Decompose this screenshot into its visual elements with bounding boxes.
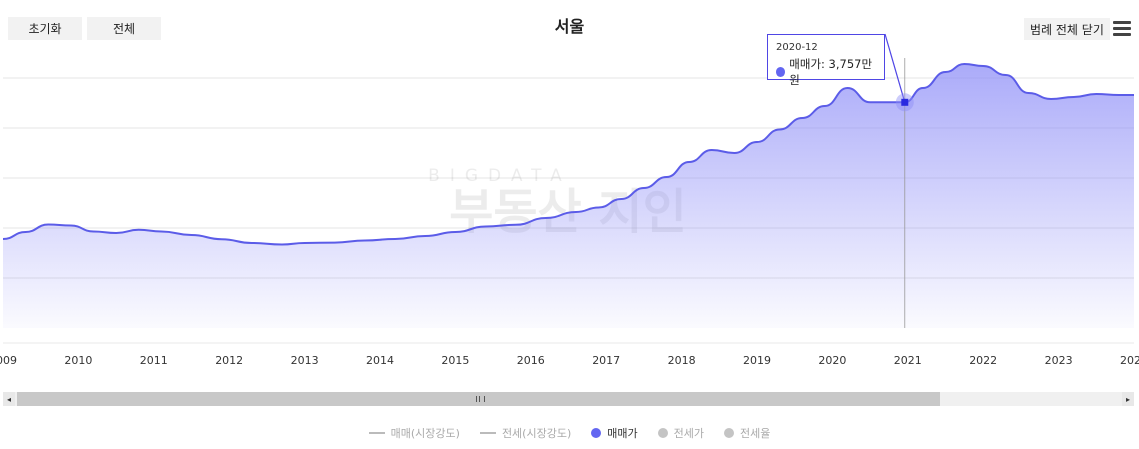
tooltip: 2020-12 매매가: 3,757만원	[767, 34, 885, 87]
series-area-fill	[3, 64, 1134, 328]
legend-dot-icon	[591, 428, 602, 438]
x-tick-label: 2020	[818, 354, 846, 367]
x-tick-label: 2024	[1120, 354, 1139, 367]
x-tick-label: 2013	[291, 354, 319, 367]
legend-close-all-button[interactable]: 범례 전체 닫기	[1024, 18, 1110, 40]
horizontal-scrollbar[interactable]: ◂ ▸	[3, 392, 1134, 406]
x-tick-label: 2021	[894, 354, 922, 367]
tooltip-series-dot-icon	[776, 67, 786, 77]
reset-button[interactable]: 초기화	[8, 17, 82, 40]
x-tick-label: 2016	[517, 354, 545, 367]
legend-item-전세시장강도[interactable]: 전세(시장강도)	[479, 425, 571, 441]
legend-dot-icon	[657, 428, 668, 438]
tooltip-value: 매매가: 3,757만원	[789, 57, 873, 87]
legend-item-매매가[interactable]: 매매가	[591, 425, 638, 441]
x-axis-ticks: 2009 2010 2011 2012 2013 2014 2015 2016 2017 2018…	[0, 354, 1139, 367]
x-tick-label: 2015	[441, 354, 469, 367]
x-tick-label: 2023	[1045, 354, 1073, 367]
series-line-매매가	[2, 62, 1135, 246]
tooltip-date: 2020-12	[776, 42, 818, 53]
all-period-button[interactable]: 전체	[87, 17, 161, 40]
legend-line-icon	[479, 432, 496, 434]
scroll-right-button[interactable]: ▸	[1122, 392, 1134, 406]
hover-point[interactable]	[901, 98, 909, 106]
legend: 매매(시장강도) 전세(시장강도) 매매가 전세가 전세율	[0, 425, 1139, 441]
x-tick-label: 2010	[64, 354, 92, 367]
x-tick-label: 2018	[668, 354, 696, 367]
watermark-top: BIGDATA	[428, 166, 572, 186]
legend-line-icon	[368, 432, 385, 434]
scroll-left-button[interactable]: ◂	[3, 392, 15, 406]
x-tick-label: 2012	[215, 354, 243, 367]
grip-icon	[475, 396, 485, 402]
x-tick-label: 2017	[592, 354, 620, 367]
hamburger-menu-icon[interactable]	[1113, 21, 1131, 37]
legend-item-매매시장강도[interactable]: 매매(시장강도)	[368, 425, 460, 441]
legend-item-전세가[interactable]: 전세가	[657, 425, 704, 441]
scroll-thumb[interactable]	[17, 392, 940, 406]
x-tick-label: 2011	[140, 354, 168, 367]
x-tick-label: 2019	[743, 354, 771, 367]
x-tick-label: 2014	[366, 354, 394, 367]
tooltip-connector	[884, 33, 906, 103]
legend-item-전세율[interactable]: 전세율	[724, 425, 770, 441]
legend-dot-icon	[724, 428, 734, 438]
x-tick-label: 2022	[969, 354, 997, 367]
x-tick-label: 2009	[0, 354, 17, 367]
